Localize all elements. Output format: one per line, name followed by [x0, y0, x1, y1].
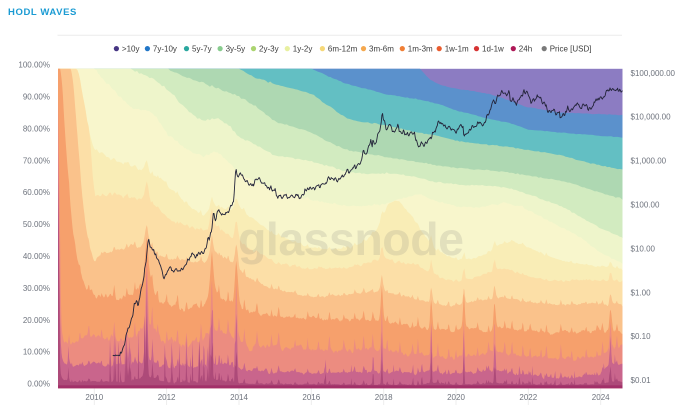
- svg-text:5y-7y: 5y-7y: [192, 44, 212, 53]
- svg-text:80.00%: 80.00%: [23, 124, 50, 133]
- svg-text:Price [USD]: Price [USD]: [550, 44, 592, 53]
- svg-text:$0.01: $0.01: [631, 376, 652, 385]
- svg-text:$100.00: $100.00: [631, 201, 660, 210]
- svg-text:30.00%: 30.00%: [23, 284, 50, 293]
- svg-text:2018: 2018: [375, 393, 393, 402]
- svg-text:1m-3m: 1m-3m: [408, 44, 433, 53]
- svg-text:100.00%: 100.00%: [18, 61, 50, 70]
- svg-text:7y-10y: 7y-10y: [153, 44, 177, 53]
- svg-text:2024: 2024: [592, 393, 610, 402]
- svg-text:60.00%: 60.00%: [23, 188, 50, 197]
- svg-text:2022: 2022: [519, 393, 537, 402]
- svg-text:$1,000.00: $1,000.00: [631, 157, 667, 166]
- svg-text:$1.00: $1.00: [631, 288, 652, 297]
- svg-text:20.00%: 20.00%: [23, 316, 50, 325]
- svg-text:>10y: >10y: [122, 44, 140, 53]
- svg-text:24h: 24h: [519, 44, 532, 53]
- svg-text:50.00%: 50.00%: [23, 220, 50, 229]
- svg-text:$0.10: $0.10: [631, 332, 652, 341]
- svg-text:70.00%: 70.00%: [23, 156, 50, 165]
- svg-text:40.00%: 40.00%: [23, 252, 50, 261]
- svg-text:$10,000.00: $10,000.00: [631, 113, 672, 122]
- svg-text:2014: 2014: [230, 393, 248, 402]
- svg-text:3y-5y: 3y-5y: [226, 44, 246, 53]
- svg-text:1d-1w: 1d-1w: [482, 44, 504, 53]
- svg-text:$10.00: $10.00: [631, 244, 656, 253]
- svg-text:2020: 2020: [447, 393, 465, 402]
- svg-text:HODL WAVES: HODL WAVES: [8, 7, 77, 18]
- svg-text:1y-2y: 1y-2y: [293, 44, 313, 53]
- svg-text:2012: 2012: [158, 393, 176, 402]
- svg-text:2y-3y: 2y-3y: [259, 44, 279, 53]
- svg-text:0.00%: 0.00%: [27, 380, 50, 389]
- svg-text:1w-1m: 1w-1m: [445, 44, 469, 53]
- svg-text:$100,000.00: $100,000.00: [631, 69, 676, 78]
- svg-text:10.00%: 10.00%: [23, 348, 50, 357]
- svg-text:glassnode: glassnode: [238, 213, 463, 265]
- svg-text:2016: 2016: [302, 393, 320, 402]
- svg-text:3m-6m: 3m-6m: [369, 44, 394, 53]
- svg-text:2010: 2010: [85, 393, 103, 402]
- svg-text:90.00%: 90.00%: [23, 93, 50, 102]
- svg-text:6m-12m: 6m-12m: [328, 44, 358, 53]
